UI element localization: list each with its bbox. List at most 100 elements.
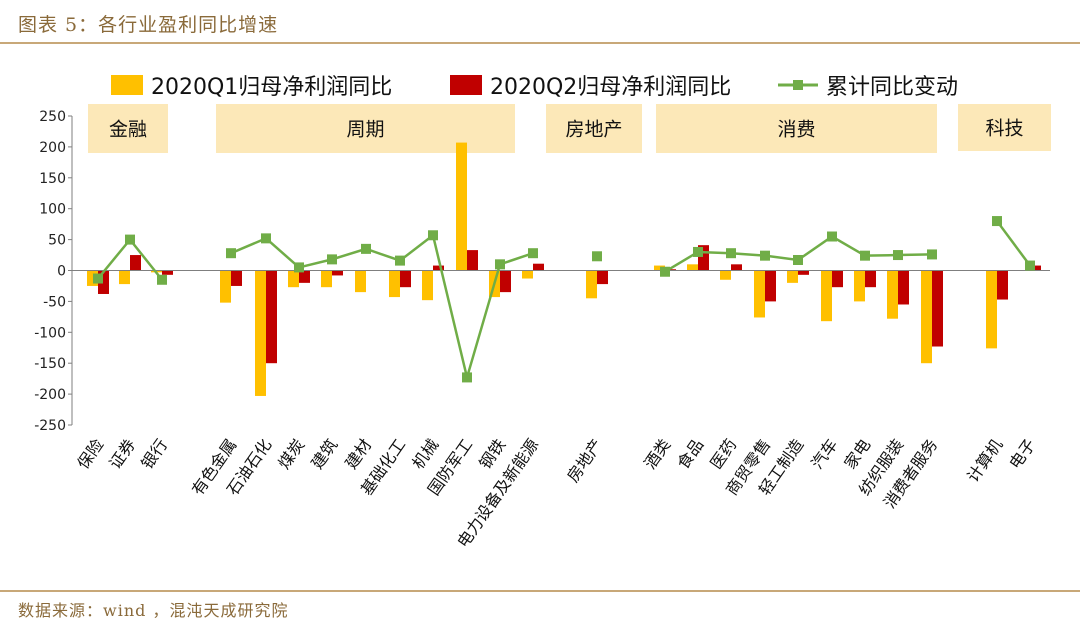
bar-q2-4 [266,270,277,364]
cum-point-11 [495,259,505,270]
cum-point-24 [1025,260,1035,271]
x-category-label-5: 煤炭 [274,435,308,472]
cum-point-21 [893,250,903,261]
x-category-label-7: 建材 [341,435,375,472]
legend-label-q1: 2020Q1归母净利润同比 [151,75,392,100]
cum-point-18 [793,254,803,265]
bar-q1-16 [720,270,731,280]
bar-q2-0 [98,270,109,294]
bar-q2-13 [597,270,608,285]
x-category-label-6: 建筑 [307,435,341,472]
legend-marker-cum [793,80,803,90]
group-label-1: 周期 [346,119,384,141]
bar-q1-10 [456,142,467,271]
cum-point-16 [726,248,736,259]
bar-q1-17 [754,270,765,318]
group-box-4 [958,104,1051,151]
cum-line-segment-1 [230,233,534,383]
chart-canvas: 2020Q1归母净利润同比 2020Q2归母净利润同比 累计同比变动 金融 周期房地产… [34,75,1051,551]
x-category-label-19: 汽车 [807,435,841,472]
bar-q2-6 [332,270,343,276]
cum-point-4 [261,233,271,244]
cum-point-5 [294,262,304,273]
x-category-label-9: 机械 [408,435,442,472]
y-tick-label: -50 [43,294,66,310]
y-tick-label: 150 [39,171,66,187]
bar-q2-23 [997,270,1008,300]
cum-point-9 [428,230,438,241]
bar-q1-20 [854,270,865,302]
x-category-label-15: 食品 [673,435,707,472]
y-axis: 250 200 150 100 50 0 -50 -100 -150 -200 -250 [34,109,73,434]
y-tick-label: -150 [34,356,66,372]
group-label-3: 消费 [777,119,815,141]
x-category-label-16: 医药 [706,435,740,472]
cum-point-2 [157,274,167,285]
cum-point-6 [327,254,337,265]
bar-q2-5 [299,270,310,283]
bar-q1-22 [921,270,932,364]
x-category-label-13: 房地产 [563,435,606,485]
cum-point-17 [760,250,770,261]
bar-q1-15 [687,264,698,271]
x-category-label-1: 证券 [105,435,139,472]
group-label-0: 金融 [109,119,147,141]
y-tick-label: -250 [34,418,66,434]
legend-label-q2: 2020Q2归母净利润同比 [490,75,731,100]
cum-point-19 [827,231,837,242]
bar-q2-19 [832,270,843,288]
bar-q1-4 [255,270,266,396]
bar-q1-14 [654,265,665,271]
legend-swatch-q1 [111,75,143,95]
legend: 2020Q1归母净利润同比 2020Q2归母净利润同比 累计同比变动 [111,75,958,100]
bar-q2-3 [231,270,242,286]
bar-q2-10 [467,250,478,271]
y-tick-label: -100 [34,325,66,341]
x-category-label-0: 保险 [73,435,107,472]
y-tick-label: 50 [48,233,66,249]
bar-q2-24 [1030,265,1041,271]
cum-point-22 [927,249,937,260]
bar-q2-15 [698,245,709,271]
cum-point-10 [462,372,472,383]
category-group-boxes: 金融 周期 房地产 消费 科技 [88,104,1051,153]
group-box-0 [88,104,168,153]
bar-q1-7 [355,270,366,293]
bar-q1-3 [220,270,231,303]
legend-swatch-q2 [450,75,482,95]
bar-q1-23 [986,270,997,349]
bar-q2-22 [932,270,943,347]
bar-q1-18 [787,270,798,283]
legend-label-cum: 累计同比变动 [826,75,958,100]
bar-q1-21 [887,270,898,319]
bar-q1-8 [389,270,400,298]
bar-q1-5 [288,270,299,288]
y-tick-label: 100 [39,202,66,218]
top-rule [0,42,1080,44]
cum-point-7 [361,243,371,254]
cum-point-23 [992,216,1002,227]
bar-q2-18 [798,270,809,275]
cum-point-14 [660,266,670,277]
cum-line-segment-3 [995,220,1032,267]
x-category-label-14: 酒类 [640,435,674,472]
group-label-4: 科技 [985,118,1023,140]
cum-point-15 [693,246,703,257]
bar-q1-0 [87,270,98,286]
bar-q2-9 [433,265,444,271]
bar-series [87,142,1041,396]
bar-q1-13 [586,270,597,299]
cum-point-8 [395,255,405,266]
bar-q1-12 [522,270,533,279]
y-tick-label: -200 [34,387,66,403]
source-note: 数据来源：wind ，混沌天成研究院 [18,601,289,620]
bar-q2-16 [731,264,742,271]
cum-point-0 [93,273,103,284]
group-box-3 [656,104,937,153]
bottom-rule [0,590,1080,592]
bar-q2-2 [162,270,173,275]
x-category-label-24: 电子 [1005,435,1039,472]
y-tick-label: 0 [57,264,66,280]
figure-title: 图表 5：各行业盈利同比增速 [18,14,279,36]
